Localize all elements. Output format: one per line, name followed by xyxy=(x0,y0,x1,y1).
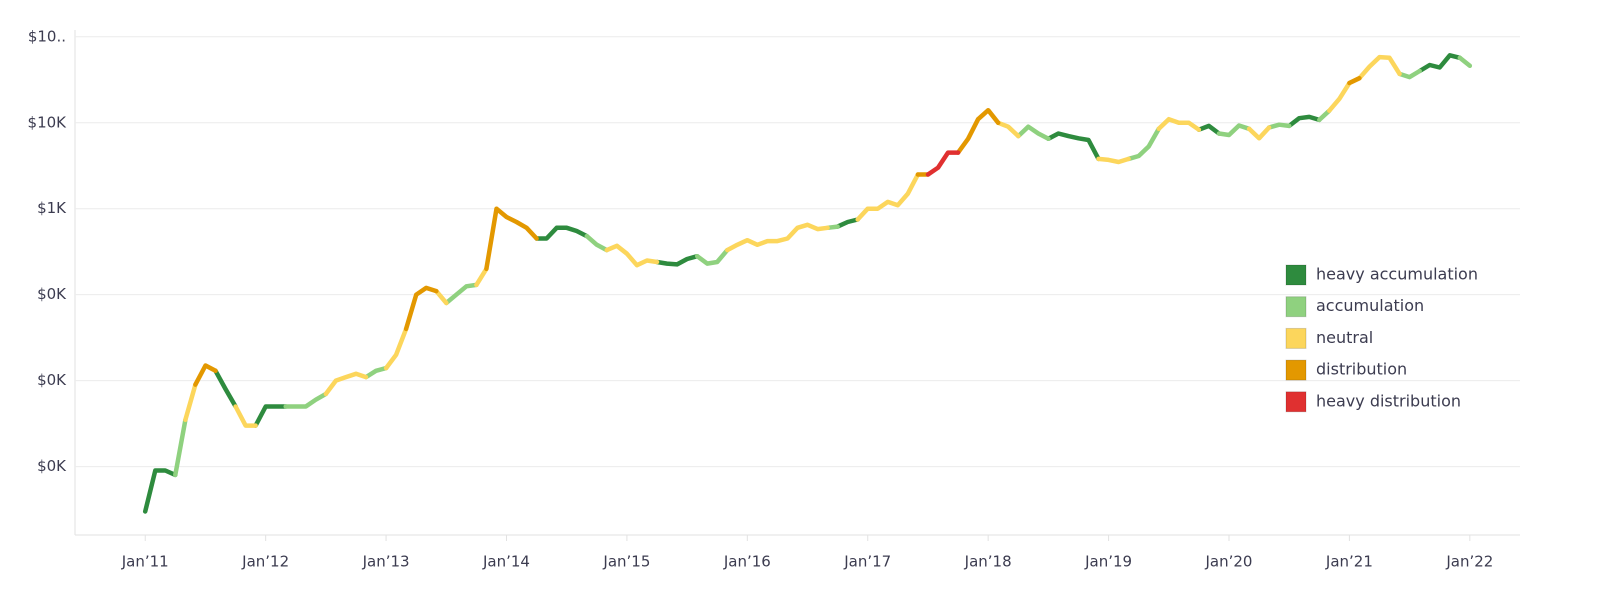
legend-label: accumulation xyxy=(1316,296,1424,315)
x-tick-label: Jan’22 xyxy=(1445,553,1493,571)
x-tick-label: Jan’21 xyxy=(1325,553,1373,571)
x-tick-label: Jan’20 xyxy=(1205,553,1253,571)
legend-label: heavy distribution xyxy=(1316,391,1461,410)
y-tick-label: $1K xyxy=(37,199,67,217)
legend-swatch xyxy=(1285,264,1307,286)
y-tick-label: $10K xyxy=(28,113,68,131)
legend-label: heavy accumulation xyxy=(1316,265,1478,284)
x-tick-label: Jan’15 xyxy=(602,553,650,571)
price-line xyxy=(173,55,1473,478)
x-tick-label: Jan’13 xyxy=(362,553,410,571)
plot-area xyxy=(142,53,1473,514)
y-tick-label: $10.. xyxy=(28,27,66,45)
x-tick-label: Jan’19 xyxy=(1084,553,1132,571)
legend-swatch xyxy=(1285,296,1307,318)
x-tick-label: Jan’16 xyxy=(723,553,771,571)
legend-label: neutral xyxy=(1316,328,1373,347)
legend-swatch xyxy=(1285,359,1307,381)
y-tick-label: $0K xyxy=(37,285,67,303)
x-tick-label: Jan’14 xyxy=(482,553,530,571)
x-tick-label: Jan’12 xyxy=(241,553,289,571)
y-tick-label: $0K xyxy=(37,457,67,475)
grid xyxy=(75,36,1520,468)
legend-label: distribution xyxy=(1316,360,1407,379)
legend-swatch xyxy=(1285,391,1307,413)
price-line xyxy=(193,75,1362,387)
price-line xyxy=(183,54,1402,428)
legend-swatch xyxy=(1285,327,1307,349)
legend: heavy accumulation accumulation neutral dis… xyxy=(1285,264,1478,413)
x-tick-label: Jan’11 xyxy=(121,553,169,571)
price-line xyxy=(925,150,961,177)
price-line xyxy=(142,53,1463,514)
y-tick-label: $0K xyxy=(37,371,67,389)
x-tick-label: Jan’18 xyxy=(964,553,1012,571)
x-tick-label: Jan’17 xyxy=(843,553,891,571)
